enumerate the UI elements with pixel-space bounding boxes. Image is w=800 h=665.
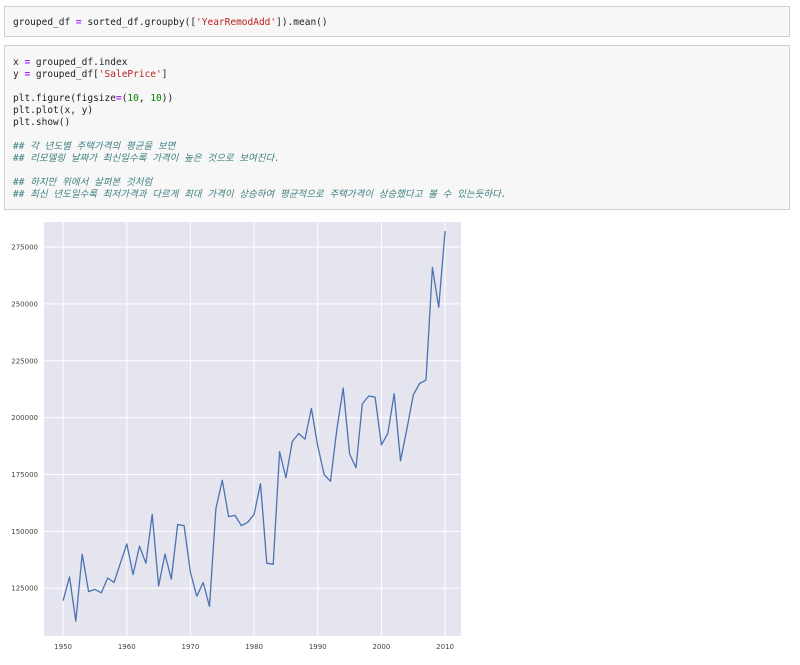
- code-token: plt.plot(x, y): [13, 105, 93, 116]
- code-token: 10: [150, 93, 161, 104]
- x-tick-label: 2000: [373, 643, 391, 651]
- code-token: 'YearRemodAdd': [196, 17, 276, 28]
- code-token: ## 리모델링 날짜가 최신일수록 가격이 높은 것으로 보여진다.: [13, 153, 280, 164]
- code-cell-groupby[interactable]: grouped_df = sorted_df.groupby(['YearRem…: [4, 6, 790, 37]
- y-tick-label: 150000: [11, 528, 38, 536]
- x-tick-label: 1960: [118, 643, 136, 651]
- code-line: plt.figure(figsize=(10, 10)): [13, 93, 789, 105]
- code-line: grouped_df = sorted_df.groupby(['YearRem…: [13, 17, 789, 29]
- x-tick-label: 1970: [182, 643, 200, 651]
- code-editor-groupby[interactable]: grouped_df = sorted_df.groupby(['YearRem…: [13, 17, 789, 29]
- code-token: ## 각 년도별 주택가격의 평균을 보면: [13, 141, 175, 152]
- code-line: ## 최신 년도일수록 최저가격과 다르게 최대 가격이 상승하여 평균적으로 …: [13, 189, 789, 201]
- code-token: ]).mean(): [276, 17, 327, 28]
- code-token: plt.figure(figsize: [13, 93, 116, 104]
- code-token: grouped_df: [13, 17, 76, 28]
- code-token: )): [162, 93, 173, 104]
- code-token: ## 최신 년도일수록 최저가격과 다르게 최대 가격이 상승하여 평균적으로 …: [13, 189, 507, 200]
- code-line: [13, 165, 789, 177]
- code-line: x = grouped_df.index: [13, 57, 789, 69]
- code-token: x: [13, 57, 24, 68]
- line-chart: 1950 1960 1970 1980 1990 2000 2010 125000 150000…: [0, 212, 470, 661]
- code-line: plt.plot(x, y): [13, 105, 789, 117]
- code-line: ## 리모델링 날짜가 최신일수록 가격이 높은 것으로 보여진다.: [13, 153, 789, 165]
- code-line: ## 하지만 위에서 살펴본 것처럼: [13, 177, 789, 189]
- code-token: grouped_df[: [30, 69, 99, 80]
- y-tick-label: 200000: [11, 414, 38, 422]
- x-tick-label: 1990: [309, 643, 327, 651]
- code-line: plt.show(): [13, 117, 789, 129]
- x-tick-label: 2010: [436, 643, 454, 651]
- y-tick-label: 225000: [11, 357, 38, 365]
- code-token: y: [13, 69, 24, 80]
- code-line: y = grouped_df['SalePrice']: [13, 69, 789, 81]
- code-token: ]: [162, 69, 168, 80]
- plot-background: [44, 222, 461, 636]
- code-token: ,: [139, 93, 150, 104]
- y-tick-label: 275000: [11, 244, 38, 252]
- code-line: ## 각 년도별 주택가격의 평균을 보면: [13, 141, 789, 153]
- code-token: sorted_df.groupby([: [82, 17, 196, 28]
- code-line: [13, 129, 789, 141]
- code-token: 'SalePrice': [99, 69, 162, 80]
- line-chart-output: 1950 1960 1970 1980 1990 2000 2010 125000 150000…: [0, 212, 470, 661]
- code-token: ## 하지만 위에서 살펴본 것처럼: [13, 177, 152, 188]
- x-tick-label: 1950: [54, 643, 72, 651]
- y-tick-label: 175000: [11, 471, 38, 479]
- y-tick-label: 125000: [11, 585, 38, 593]
- code-token: grouped_df.index: [30, 57, 127, 68]
- code-token: plt.show(): [13, 117, 70, 128]
- code-token: 10: [127, 93, 138, 104]
- code-line: [13, 81, 789, 93]
- x-tick-label: 1980: [245, 643, 263, 651]
- y-tick-label: 250000: [11, 300, 38, 308]
